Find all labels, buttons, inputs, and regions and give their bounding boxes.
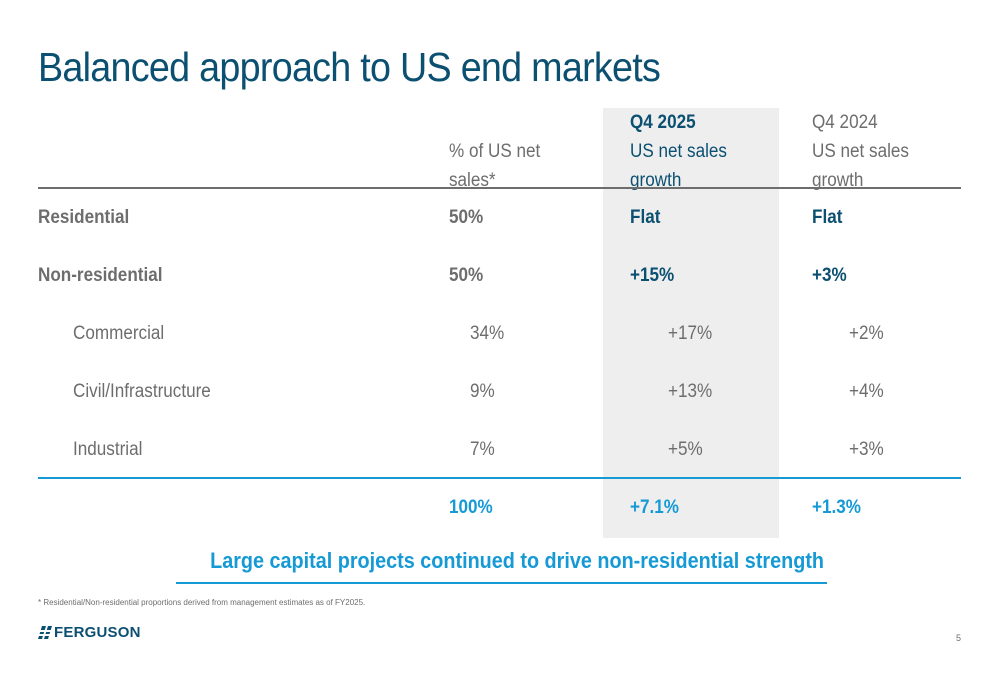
row-label-industrial: Industrial [73, 439, 143, 460]
row-label-non-residential: Non-residential [38, 265, 163, 286]
row-label-residential: Residential [38, 207, 130, 228]
logo-text: FERGUSON [54, 624, 141, 641]
slide-title: Balanced approach to US end markets [38, 44, 661, 90]
header-q4-2025: Q4 2025 US net sales growth [630, 108, 727, 195]
current-period-highlight [603, 108, 779, 538]
civil-infrastructure-q4-2025: +13% [668, 381, 713, 402]
header-pct-line1: % of US net [449, 141, 541, 162]
non-residential-pct: 50% [449, 265, 484, 286]
footnote: * Residential/Non-residential proportion… [38, 598, 366, 607]
total-pct: 100% [449, 497, 493, 518]
header-q4-2024-period: Q4 2024 [812, 112, 878, 133]
header-pct-us-net-sales: % of US net sales* [449, 108, 540, 195]
header-rule [38, 187, 961, 189]
industrial-q4-2024: +3% [849, 439, 884, 460]
row-label-commercial: Commercial [73, 323, 165, 344]
total-q4-2025: +7.1% [630, 497, 679, 518]
non-residential-q4-2024: +3% [812, 265, 847, 286]
commercial-q4-2025: +17% [668, 323, 713, 344]
residential-q4-2025: Flat [630, 207, 661, 228]
header-q4-2025-period: Q4 2025 [630, 112, 696, 133]
page-number: 5 [956, 633, 962, 643]
callout-banner: Large capital projects continued to driv… [176, 548, 827, 584]
ferguson-mark-icon [38, 626, 52, 639]
commercial-pct: 34% [470, 323, 505, 344]
ferguson-logo: FERGUSON [38, 624, 141, 641]
civil-infrastructure-pct: 9% [470, 381, 495, 402]
callout-text: Large capital projects continued to driv… [210, 548, 825, 573]
industrial-pct: 7% [470, 439, 495, 460]
header-q4-2024-line3: growth [812, 170, 864, 191]
header-pct-line2: sales* [449, 170, 496, 191]
total-rule [38, 477, 961, 479]
residential-pct: 50% [449, 207, 484, 228]
row-label-civil-infrastructure: Civil/Infrastructure [73, 381, 211, 402]
non-residential-q4-2025: +15% [630, 265, 675, 286]
header-q4-2024: Q4 2024 US net sales growth [812, 108, 909, 195]
header-q4-2025-line2: US net sales [630, 141, 727, 162]
header-q4-2025-line3: growth [630, 170, 682, 191]
residential-q4-2024: Flat [812, 207, 843, 228]
industrial-q4-2025: +5% [668, 439, 703, 460]
total-q4-2024: +1.3% [812, 497, 861, 518]
header-q4-2024-line2: US net sales [812, 141, 909, 162]
civil-infrastructure-q4-2024: +4% [849, 381, 884, 402]
commercial-q4-2024: +2% [849, 323, 884, 344]
